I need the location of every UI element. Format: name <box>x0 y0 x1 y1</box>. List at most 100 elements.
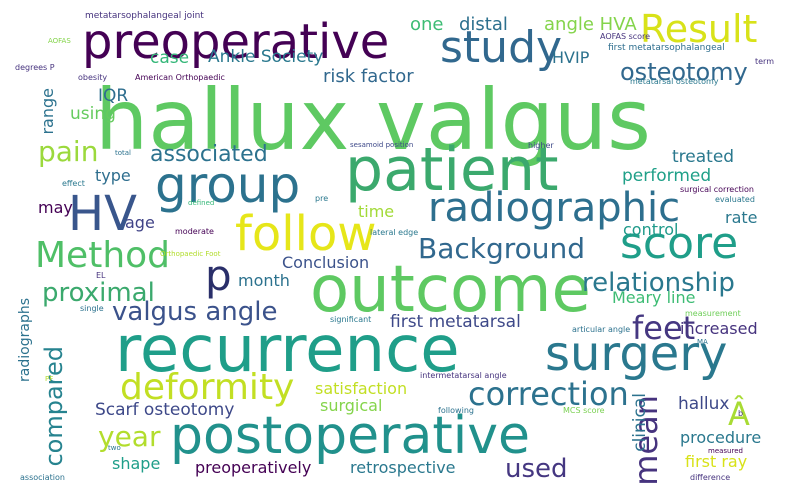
word-control: control <box>623 220 679 239</box>
word-retrospective: retrospective <box>350 458 456 477</box>
word-iqr: IQR <box>98 86 129 106</box>
word-age: age <box>125 213 155 232</box>
word-ma: MA <box>697 338 708 346</box>
word-radiographic: radiographic <box>428 185 681 231</box>
word-result: Result <box>640 7 758 51</box>
word-evaluated: evaluated <box>715 195 755 204</box>
word-study: study <box>440 22 563 73</box>
word-surgery: surgery <box>545 326 728 382</box>
word-treated: treated <box>672 147 735 167</box>
word-scarf-osteotomy: Scarf osteotomy <box>95 400 235 420</box>
word-risk-factor: risk factor <box>323 66 414 87</box>
word-group: group <box>155 156 301 214</box>
word-association: association <box>20 473 65 482</box>
word-recurrence: recurrence <box>115 313 460 387</box>
word-measured: measured <box>708 447 743 455</box>
word-first-mtp: first metatarsophalangeal <box>608 43 725 53</box>
word-ankle-society: Ankle Society <box>208 47 324 67</box>
word-difference: difference <box>690 473 731 482</box>
word-a-circ: Â <box>728 395 750 433</box>
word-defined: defined <box>188 199 215 207</box>
word-obesity: obesity <box>78 73 108 82</box>
word-case: case <box>150 48 190 68</box>
word-rate: rate <box>725 208 758 227</box>
word-relationship: relationship <box>582 268 735 298</box>
word-score: score <box>620 218 739 269</box>
word-higher: higher <box>528 141 554 150</box>
word-outcome: outcome <box>310 253 591 327</box>
word-degrees-p: degrees P <box>15 63 55 72</box>
word-increased: increased <box>680 319 758 338</box>
word-pre: pre <box>315 194 329 203</box>
word-method: Method <box>35 235 171 276</box>
word-time: time <box>358 202 395 221</box>
word-background: Background <box>418 232 586 265</box>
word-single: single <box>80 304 104 313</box>
word-significant: significant <box>330 315 372 324</box>
word-satisfaction: satisfaction <box>315 379 408 398</box>
word-surgical: surgical <box>320 396 383 415</box>
word-mcs-score: MCS score <box>563 406 605 415</box>
word-associated: associated <box>150 142 268 167</box>
word-aofas: AOFAS <box>48 37 71 45</box>
word-hv: HV <box>68 186 137 242</box>
word-first-metatarsal: first metatarsal <box>390 312 521 332</box>
word-feet: feet <box>632 309 696 347</box>
word-angle-hva: angle HVA <box>544 14 637 35</box>
word-proximal: proximal <box>42 278 155 308</box>
word-performed: performed <box>622 166 712 186</box>
word-meary-line: Meary line <box>612 288 696 307</box>
word-may: may <box>38 198 73 217</box>
word-shape: shape <box>112 454 161 473</box>
word-used: used <box>505 454 568 484</box>
word-postoperative: postoperative <box>170 406 530 466</box>
word-range: range <box>38 88 57 135</box>
word-total: total <box>115 149 132 157</box>
word-following: following <box>438 406 474 415</box>
word-lateral-edge: lateral edge <box>370 228 419 237</box>
word-two: two <box>108 444 121 452</box>
word-term: term <box>755 57 774 66</box>
word-preoperative: preoperative <box>82 14 390 70</box>
word-hvip: HVIP <box>552 48 590 67</box>
word-preoperatively: preoperatively <box>195 458 312 477</box>
word-el: EL <box>96 271 106 280</box>
word-follow: follow <box>235 206 377 262</box>
word-first-ray: first ray <box>685 452 748 471</box>
word-year: year <box>98 420 161 453</box>
word-one: one <box>410 14 444 35</box>
word-moderate: moderate <box>175 227 214 236</box>
word-month: month <box>238 271 290 290</box>
word-hallux-valgus: hallux valgus <box>95 71 651 169</box>
word-b: b <box>738 409 744 418</box>
word-hallux: hallux <box>678 394 730 414</box>
word-articular-angle: articular angle <box>572 325 631 334</box>
word-procedure: procedure <box>680 428 762 447</box>
word-deformity: deformity <box>120 367 295 408</box>
word-valgus-angle: valgus angle <box>112 297 278 327</box>
word-radiographs: radiographs <box>17 298 33 382</box>
word-pain: pain <box>38 135 99 168</box>
word-compared: compared <box>40 346 68 467</box>
word-aofas-score: AOFAS score <box>600 32 651 41</box>
word-conclusion: Conclusion <box>282 253 370 272</box>
word-pf: PF <box>45 375 54 383</box>
word-american-orthopaedic: American Orthopaedic <box>135 73 225 82</box>
word-intermetatarsal-angle: intermetatarsal angle <box>420 371 507 380</box>
word-sesamoid-position: sesamoid position <box>350 141 414 149</box>
word-metatarsal-osteotomy: metatarsal osteotomy <box>630 77 719 86</box>
word-surgical-correction: surgical correction <box>680 185 754 194</box>
word-correction: correction <box>468 375 629 413</box>
word-measurement: measurement <box>685 309 741 318</box>
word-p: p <box>205 251 232 300</box>
word-effect: effect <box>62 179 85 188</box>
word-distal: distal <box>459 14 508 35</box>
word-metatarsophalangeal-joint: metatarsophalangeal joint <box>85 11 204 21</box>
word-using: using <box>70 104 116 124</box>
word-type: type <box>95 166 131 185</box>
word-orthopaedic-foot: Orthopaedic Foot <box>160 250 221 258</box>
word-patient: patient <box>345 135 559 205</box>
word-osteotomy: osteotomy <box>620 58 748 86</box>
word-clinical: clinical <box>630 393 650 452</box>
